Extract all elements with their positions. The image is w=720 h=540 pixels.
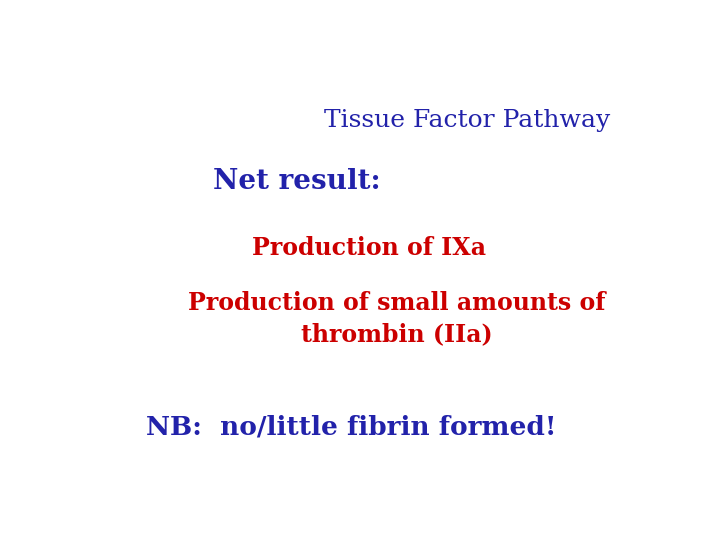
Text: Production of IXa: Production of IXa xyxy=(252,236,486,260)
Text: Production of small amounts of
thrombin (IIa): Production of small amounts of thrombin … xyxy=(188,291,606,346)
Text: Net result:: Net result: xyxy=(213,168,380,195)
Text: NB:  no/little fibrin formed!: NB: no/little fibrin formed! xyxy=(145,414,557,439)
Text: Tissue Factor Pathway: Tissue Factor Pathway xyxy=(324,110,611,132)
